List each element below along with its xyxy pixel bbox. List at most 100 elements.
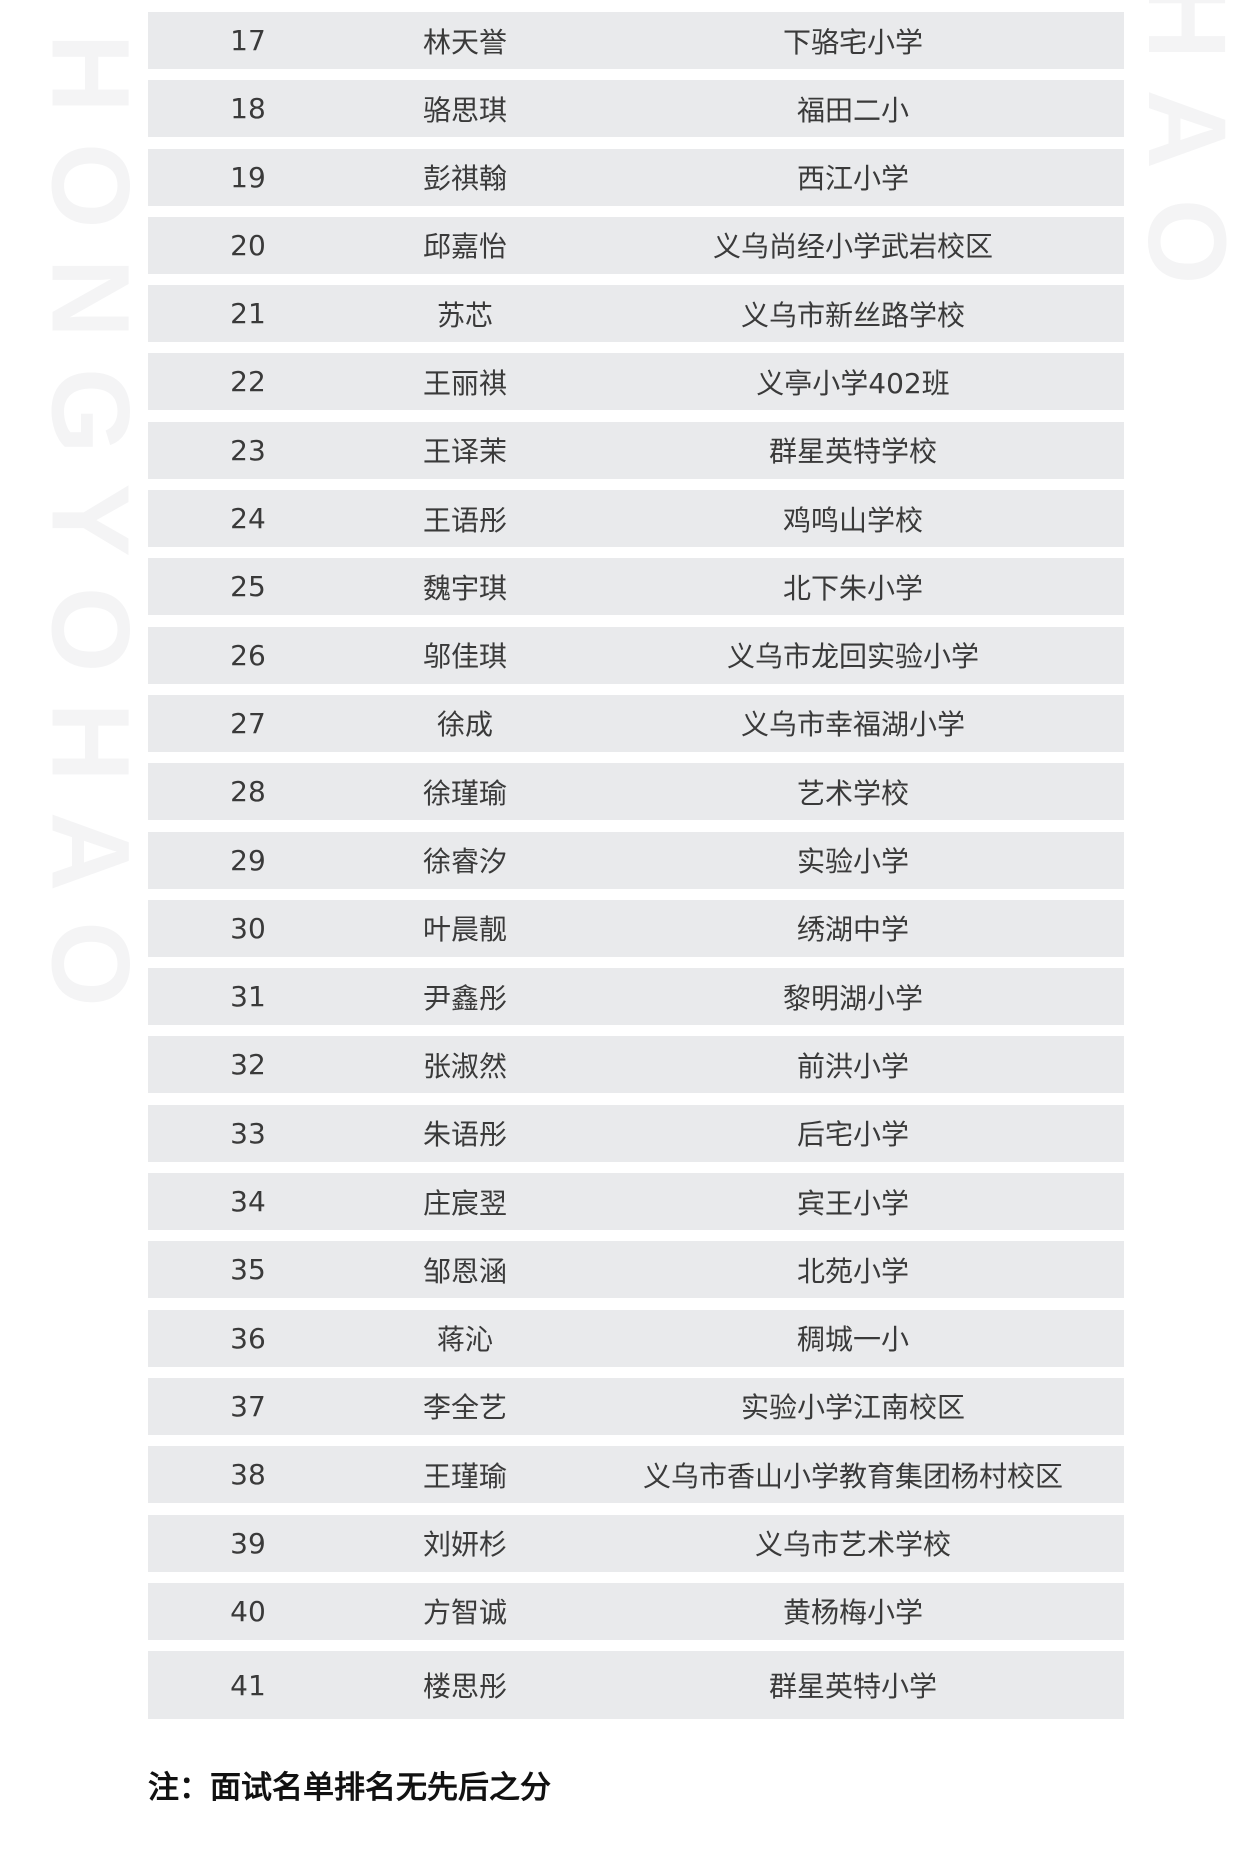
- student-name: 邱嘉怡: [422, 230, 507, 264]
- table-row: 32 张淑然 前洪小学: [148, 1036, 1124, 1094]
- table-row: 37 李全艺 实验小学江南校区: [148, 1377, 1124, 1435]
- table-row: 29 徐睿汐 实验小学: [148, 831, 1124, 889]
- student-name: 邬佳琪: [422, 640, 507, 674]
- table-row: 18 骆思琪 福田二小: [148, 80, 1124, 138]
- school-name: 义乌市新丝路学校: [740, 298, 965, 332]
- row-number: 27: [230, 706, 266, 740]
- row-number: 25: [230, 570, 266, 604]
- school-name: 稠城一小: [796, 1323, 909, 1357]
- school-name: 义乌市艺术学校: [754, 1528, 951, 1562]
- student-name: 徐瑾瑜: [422, 776, 507, 810]
- table-row: 30 叶晨靓 绣湖中学: [148, 899, 1124, 957]
- student-name: 王语彤: [422, 503, 507, 537]
- table-row: 25 魏宇琪 北下朱小学: [148, 558, 1124, 616]
- row-number: 28: [230, 775, 266, 809]
- table-row: 20 邱嘉怡 义乌尚经小学武岩校区: [148, 216, 1124, 274]
- table-row: 28 徐瑾瑜 艺术学校: [148, 763, 1124, 821]
- student-name: 庄宸翌: [422, 1186, 507, 1220]
- table-row: 39 刘妍杉 义乌市艺术学校: [148, 1514, 1124, 1572]
- student-name: 李全艺: [422, 1391, 507, 1425]
- row-number: 22: [230, 365, 266, 399]
- table-row: 17 林天誉 下骆宅小学: [148, 12, 1124, 69]
- row-number: 41: [230, 1668, 266, 1702]
- row-number: 39: [230, 1526, 266, 1560]
- student-name: 方智诚: [422, 1596, 507, 1630]
- table-row: 22 王丽祺 义亭小学402班: [148, 353, 1124, 411]
- table-row: 40 方智诚 黄杨梅小学: [148, 1582, 1124, 1640]
- row-number: 30: [230, 911, 266, 945]
- table-row: 34 庄宸翌 宾王小学: [148, 1173, 1124, 1231]
- school-name: 北下朱小学: [782, 571, 923, 605]
- school-name: 群星英特小学: [768, 1670, 937, 1704]
- school-name: 义亭小学402班: [756, 366, 950, 400]
- school-name: 实验小学江南校区: [740, 1391, 965, 1425]
- student-name: 魏宇琪: [422, 571, 507, 605]
- student-name: 徐成: [436, 708, 493, 742]
- school-name: 绣湖中学: [796, 913, 909, 947]
- row-number: 20: [230, 228, 266, 262]
- school-name: 义乌市龙回实验小学: [726, 640, 979, 674]
- row-number: 37: [230, 1389, 266, 1423]
- school-name: 黎明湖小学: [782, 981, 923, 1015]
- row-number: 26: [230, 638, 266, 672]
- row-number: 32: [230, 1048, 266, 1082]
- watermark-left: HONGYOHAO: [28, 33, 152, 1037]
- school-name: 群星英特学校: [768, 435, 937, 469]
- row-number: 36: [230, 1321, 266, 1355]
- school-name: 实验小学: [796, 845, 909, 879]
- row-number: 29: [230, 843, 266, 877]
- table-row: 19 彭祺翰 西江小学: [148, 148, 1124, 206]
- row-number: 35: [230, 1253, 266, 1287]
- school-name: 后宅小学: [796, 1118, 909, 1152]
- watermark-right: HAO: [1125, 0, 1248, 315]
- student-name: 朱语彤: [422, 1118, 507, 1152]
- school-name: 黄杨梅小学: [782, 1596, 923, 1630]
- school-name: 宾王小学: [796, 1186, 909, 1220]
- student-name: 徐睿汐: [422, 845, 507, 879]
- school-name: 鸡鸣山学校: [782, 503, 923, 537]
- school-name: 义乌尚经小学武岩校区: [712, 230, 993, 264]
- table-row: 33 朱语彤 后宅小学: [148, 1104, 1124, 1162]
- footnote: 注：面试名单排名无先后之分: [148, 1770, 551, 1806]
- interview-list-table: 17 林天誉 下骆宅小学 18 骆思琪 福田二小 19 彭祺翰 西江小学 20 邱嘉怡 义乌尚经小学武…: [148, 12, 1124, 1730]
- student-name: 林天誉: [422, 25, 507, 59]
- row-number: 23: [230, 433, 266, 467]
- student-name: 张淑然: [422, 1049, 507, 1083]
- table-row: 23 王译茉 群星英特学校: [148, 421, 1124, 479]
- table-row: 26 邬佳琪 义乌市龙回实验小学: [148, 626, 1124, 684]
- row-number: 17: [230, 24, 266, 57]
- student-name: 王瑾瑜: [422, 1459, 507, 1493]
- row-number: 24: [230, 502, 266, 536]
- table-row: 24 王语彤 鸡鸣山学校: [148, 490, 1124, 548]
- school-name: 福田二小: [796, 93, 909, 127]
- table-row: 31 尹鑫彤 黎明湖小学: [148, 968, 1124, 1026]
- table-row: 21 苏芯 义乌市新丝路学校: [148, 285, 1124, 343]
- school-name: 西江小学: [796, 162, 909, 196]
- student-name: 尹鑫彤: [422, 981, 507, 1015]
- school-name: 义乌市香山小学教育集团杨村校区: [642, 1459, 1063, 1493]
- table-row: 41 楼思彤 群星英特小学: [148, 1651, 1124, 1720]
- school-name: 义乌市幸福湖小学: [740, 708, 965, 742]
- student-name: 苏芯: [436, 298, 493, 332]
- table-row: 27 徐成 义乌市幸福湖小学: [148, 694, 1124, 752]
- table-row: 36 蒋沁 稠城一小: [148, 1309, 1124, 1367]
- row-number: 33: [230, 1116, 266, 1150]
- school-name: 下骆宅小学: [782, 25, 923, 59]
- student-name: 王译茉: [422, 435, 507, 469]
- school-name: 艺术学校: [796, 776, 909, 810]
- table-row: 38 王瑾瑜 义乌市香山小学教育集团杨村校区: [148, 1446, 1124, 1504]
- row-number: 18: [230, 92, 266, 126]
- student-name: 蒋沁: [436, 1323, 493, 1357]
- row-number: 21: [230, 297, 266, 331]
- row-number: 38: [230, 1458, 266, 1492]
- student-name: 邹恩涵: [422, 1254, 507, 1288]
- student-name: 彭祺翰: [422, 162, 507, 196]
- student-name: 叶晨靓: [422, 913, 507, 947]
- row-number: 31: [230, 980, 266, 1014]
- school-name: 前洪小学: [796, 1049, 909, 1083]
- student-name: 刘妍杉: [422, 1528, 507, 1562]
- school-name: 北苑小学: [796, 1254, 909, 1288]
- row-number: 34: [230, 1185, 266, 1219]
- student-name: 骆思琪: [422, 93, 507, 127]
- row-number: 40: [230, 1594, 266, 1628]
